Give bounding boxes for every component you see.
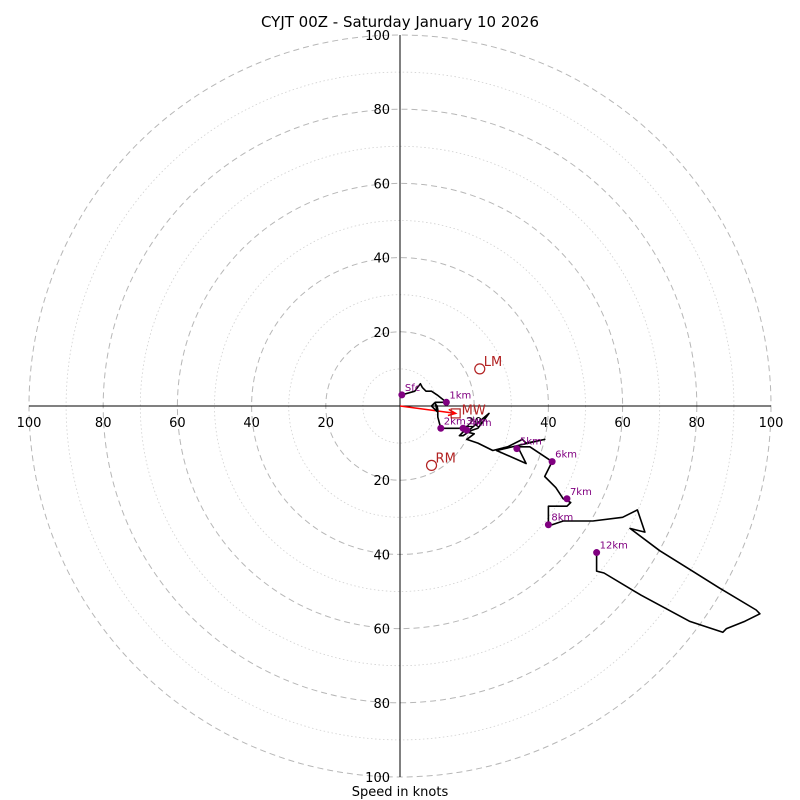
storm-motion-label: MW bbox=[462, 403, 486, 418]
tick-label: 80 bbox=[373, 103, 390, 118]
tick-label: 40 bbox=[373, 252, 390, 267]
height-marker-label: 2km bbox=[444, 416, 466, 427]
shear-vector-line bbox=[399, 405, 456, 415]
height-marker-dot bbox=[544, 521, 552, 529]
height-marker-label: 1km bbox=[449, 390, 471, 401]
height-marker-label: 6km bbox=[555, 450, 577, 461]
hodograph-line bbox=[401, 382, 761, 634]
tick-label: 20 bbox=[318, 416, 335, 431]
height-marker-dot bbox=[513, 445, 521, 453]
height-marker-dot bbox=[442, 398, 450, 406]
height-marker-label: 12km bbox=[600, 541, 628, 552]
tick-label: 60 bbox=[169, 416, 186, 431]
tick-label: 20 bbox=[373, 474, 390, 489]
tick-label: 80 bbox=[689, 416, 706, 431]
tick-label: 60 bbox=[373, 177, 390, 192]
tick-label: 60 bbox=[614, 416, 631, 431]
tick-label: 100 bbox=[759, 416, 784, 431]
tick-label: 100 bbox=[365, 771, 390, 786]
height-marker-label: 5km bbox=[520, 437, 542, 448]
height-marker-label: 7km bbox=[570, 487, 592, 498]
tick-label: 60 bbox=[373, 623, 390, 638]
tick-label: 20 bbox=[373, 326, 390, 341]
tick-label: 100 bbox=[17, 416, 42, 431]
height-marker-dot bbox=[593, 549, 601, 557]
height-marker-label: 4km bbox=[470, 418, 492, 429]
tick-labels: 100 80 60 40 20 20 40 60 80 100100806040202040608… bbox=[17, 29, 784, 786]
height-marker-dot bbox=[437, 424, 445, 432]
x-axis-label: Speed in knots bbox=[352, 785, 449, 800]
tick-label: 40 bbox=[243, 416, 260, 431]
height-marker-label: 8km bbox=[551, 513, 573, 524]
storm-motion-marker bbox=[450, 408, 461, 419]
tick-label: 100 bbox=[365, 29, 390, 44]
height-marker-dot bbox=[563, 495, 571, 503]
height-marker-label: 3km bbox=[466, 416, 488, 427]
storm-motion-points: LM RM MW bbox=[425, 355, 502, 471]
height-marker-dot bbox=[548, 458, 556, 466]
storm-motion-label: LM bbox=[484, 355, 502, 370]
storm-motion-marker bbox=[425, 459, 438, 471]
tick-label: 80 bbox=[95, 416, 112, 431]
storm-motion-marker bbox=[474, 363, 486, 375]
chart-title: CYJT 00Z - Saturday January 10 2026 bbox=[261, 13, 539, 31]
height-marker-label: Sfc bbox=[405, 383, 420, 394]
hodograph-trace bbox=[401, 382, 761, 634]
storm-motion-label: RM bbox=[436, 451, 456, 466]
tick-label: 80 bbox=[373, 697, 390, 712]
shear-vector bbox=[399, 405, 458, 417]
height-marker-dot bbox=[463, 426, 471, 434]
height-marker-dot bbox=[398, 391, 406, 399]
tick-label: 40 bbox=[373, 548, 390, 563]
tick-label: 40 bbox=[540, 416, 557, 431]
